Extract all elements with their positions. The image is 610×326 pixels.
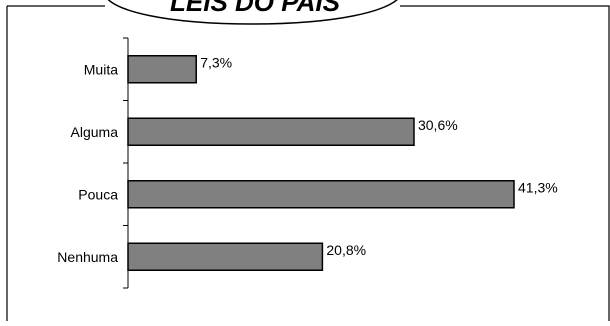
category-label: Pouca	[78, 186, 118, 202]
plot-area: Muita 7,3% Alguma 30,6% Pouca 41,3% Nenhuma 20,…	[57, 37, 558, 289]
category-label: Nenhuma	[57, 249, 118, 265]
data-label: 7,3%	[200, 54, 232, 70]
data-label: 20,8%	[326, 242, 366, 258]
chart-frame-border	[6, 5, 610, 321]
title-bubble: LEIS DO PAÍS	[107, 0, 398, 25]
data-label: 30,6%	[418, 117, 458, 133]
bar-nenhuma	[127, 242, 324, 271]
category-label: Muita	[84, 61, 118, 77]
chart-title: LEIS DO PAÍS	[170, 0, 341, 17]
data-label: 41,3%	[518, 179, 558, 195]
title-bubble-shape	[107, 0, 398, 25]
category-label: Alguma	[71, 124, 119, 140]
bar-muita	[127, 55, 197, 84]
bar-alguma	[127, 117, 415, 146]
bar-pouca	[127, 180, 515, 209]
